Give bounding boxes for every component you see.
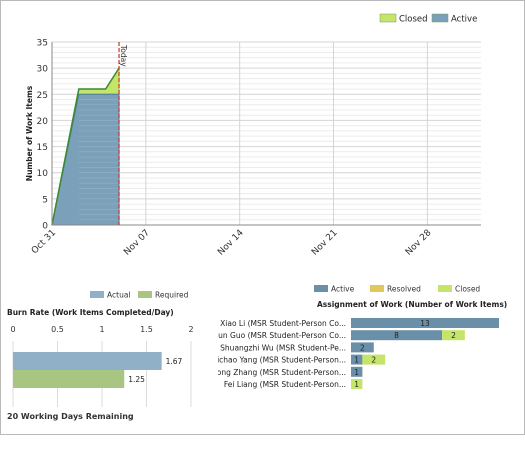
bar-segment-closed xyxy=(442,330,465,341)
today-label: Today xyxy=(119,44,128,67)
burndown-chart: 0 5 10 15 20 25 30 35 Oct 31 Nov 07 Nov 14 Nov 21 No… xyxy=(25,13,481,258)
y-tick-label: 0 xyxy=(42,222,48,232)
burn-rate-title: Burn Rate (Work Items Completed/Day) xyxy=(7,308,174,317)
bar-segment-active xyxy=(351,342,374,353)
legend-label-active: Active xyxy=(451,15,477,25)
legend-label-resolved: Resolved xyxy=(387,285,421,294)
y-tick-label: 20 xyxy=(37,117,49,127)
legend-label-active: Active xyxy=(331,285,355,294)
data-label: 2 xyxy=(451,331,456,340)
legend-swatch-closed xyxy=(438,285,452,292)
legend-swatch-active xyxy=(314,285,328,292)
x-tick-label: Nov 07 xyxy=(122,228,152,258)
category-label: Shuangzhi Wu (MSR Student-Pe... xyxy=(220,343,346,352)
category-label: Fei Liang (MSR Student-Person... xyxy=(224,380,346,389)
category-label: Xiong Zhang (MSR Student-Person... xyxy=(218,368,346,377)
data-label: 1 xyxy=(354,368,359,377)
legend-swatch-actual xyxy=(90,291,104,298)
bar-required xyxy=(13,370,125,388)
data-label-required: 1.25 xyxy=(128,375,145,384)
legend-swatch-resolved xyxy=(370,285,384,292)
legend-label-closed: Closed xyxy=(399,15,428,25)
bar-segment-active xyxy=(351,318,499,328)
data-label: 1 xyxy=(354,356,359,365)
legend-swatch-required xyxy=(138,291,152,298)
y-tick-label: 25 xyxy=(37,91,48,101)
burn-rate-chart: Actual Required Burn Rate (Work Items Comp… xyxy=(7,291,194,407)
x-tick-label: Oct 31 xyxy=(30,228,58,256)
data-label: 13 xyxy=(420,319,430,328)
closed-outline xyxy=(51,67,120,226)
bar-segment-closed xyxy=(351,379,363,389)
data-label: 2 xyxy=(360,343,365,352)
data-label: 2 xyxy=(371,356,376,365)
y-tick-label: 15 xyxy=(37,143,48,153)
bar-segment-active xyxy=(351,354,363,365)
legend-label-required: Required xyxy=(155,291,189,300)
category-label: Xichao Yang (MSR Student-Person... xyxy=(218,356,346,365)
x-tick-label: 1 xyxy=(99,325,104,334)
data-label: 1 xyxy=(354,380,359,389)
working-days-remaining: 20 Working Days Remaining xyxy=(7,412,134,421)
y-axis-label: Number of Work Items xyxy=(25,85,34,181)
y-tick-label: 5 xyxy=(42,195,48,205)
data-label-actual: 1.67 xyxy=(166,357,183,366)
bar-segment-active xyxy=(351,330,443,341)
x-tick-label: 0.5 xyxy=(51,325,64,334)
legend-swatch-active xyxy=(431,13,449,23)
legend-label-closed: Closed xyxy=(455,285,480,294)
legend-swatch-closed xyxy=(379,13,397,23)
data-label: 8 xyxy=(394,331,399,340)
bar-segment-active xyxy=(351,366,363,377)
x-tick-label: Nov 14 xyxy=(216,228,246,258)
x-tick-label: Nov 21 xyxy=(310,228,340,258)
x-tick-label: 1.5 xyxy=(140,325,153,334)
category-label: Xiao Li (MSR Student-Person Co... xyxy=(220,319,346,328)
active-area xyxy=(51,93,120,226)
y-tick-label: 30 xyxy=(37,65,49,75)
legend-label-actual: Actual xyxy=(107,291,131,300)
y-tick-label: 10 xyxy=(37,169,49,179)
assignment-title: Assignment of Work (Number of Work Items… xyxy=(317,300,507,309)
bar-segment-closed xyxy=(362,354,386,365)
y-tick-label: 35 xyxy=(37,39,48,49)
x-tick-label: 0 xyxy=(10,325,15,334)
category-label: Jun Guo (MSR Student-Person Co... xyxy=(218,331,346,340)
x-tick-label: 2 xyxy=(188,325,193,334)
assignment-chart: Active Resolved Closed Assignment of Work (… xyxy=(218,285,507,389)
bar-actual xyxy=(13,352,162,370)
x-tick-label: Nov 28 xyxy=(404,228,434,258)
